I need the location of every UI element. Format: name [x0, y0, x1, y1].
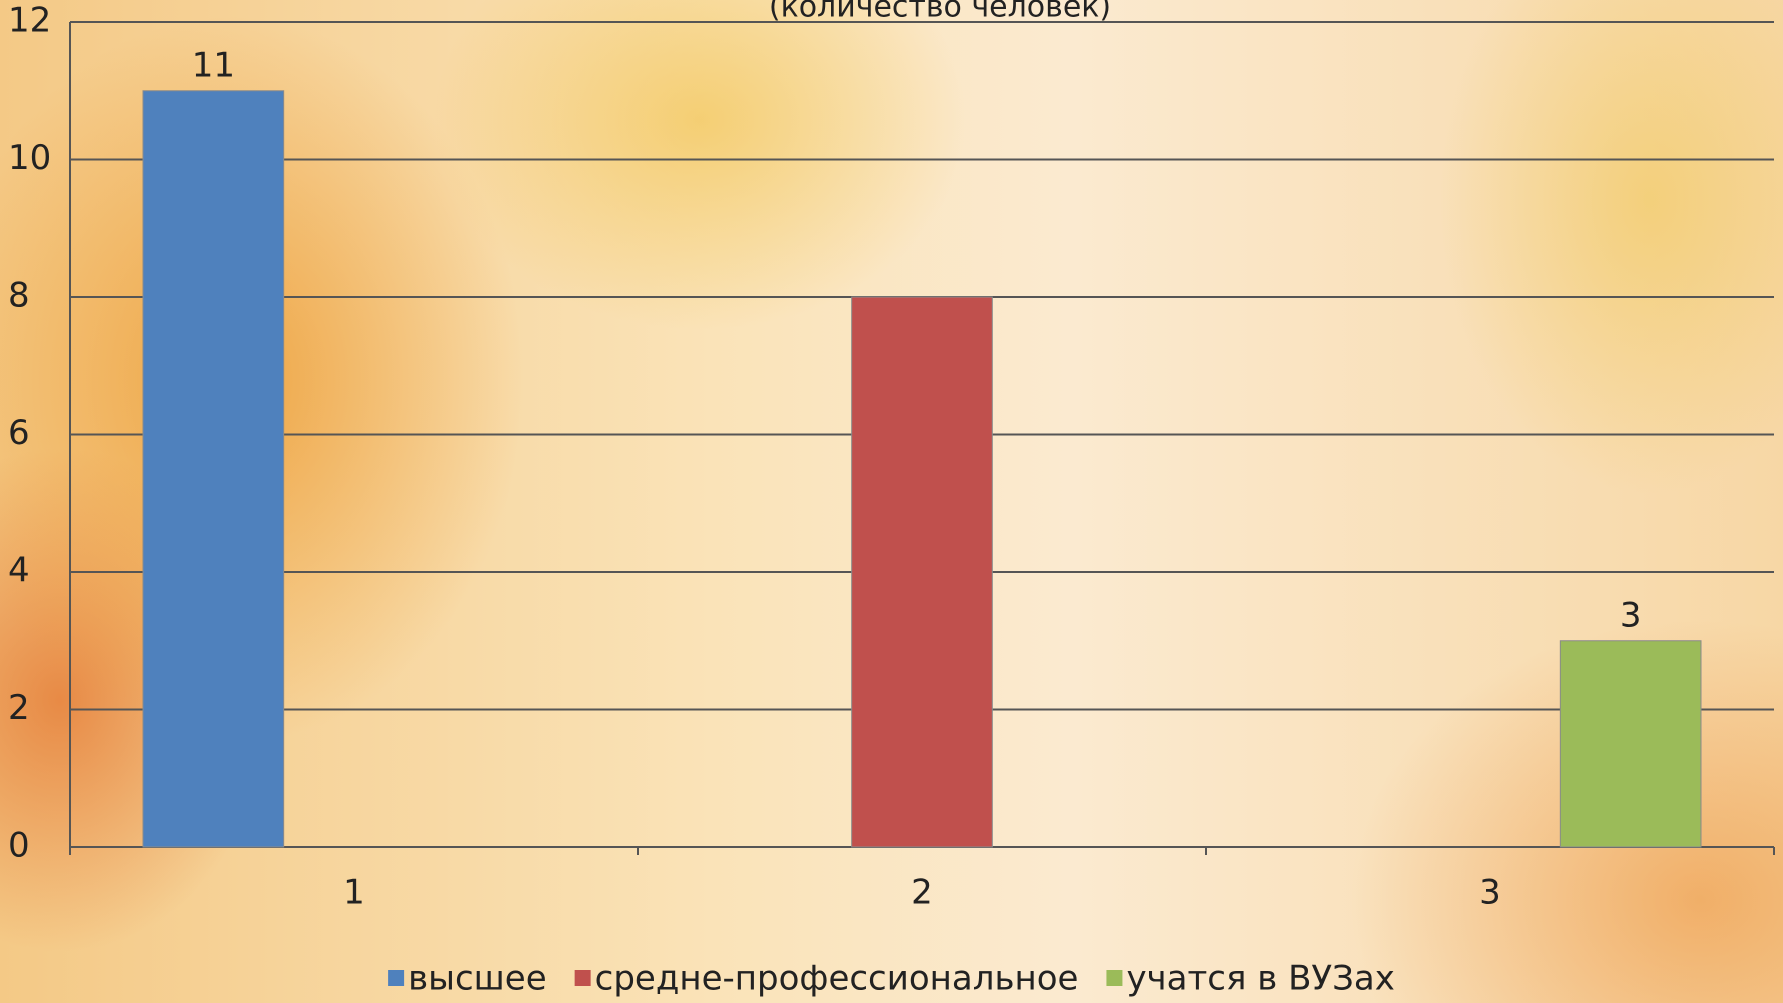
y-tick-label: 0	[8, 826, 30, 866]
data-label: 3	[1620, 595, 1642, 635]
x-tick-label: 1	[343, 873, 365, 913]
legend-label: средне-профессиональное	[595, 959, 1079, 999]
chart-subtitle: (количество человек)	[769, 0, 1111, 25]
legend-swatch	[575, 970, 591, 986]
legend-label: высшее	[408, 959, 547, 999]
y-tick-label: 4	[8, 551, 30, 591]
bar	[1560, 641, 1701, 847]
x-tick-label: 3	[1479, 873, 1501, 913]
page: {"chart_data": {"type": "bar", "subtitle…	[0, 0, 1783, 1003]
y-tick-label: 12	[8, 1, 51, 41]
bar	[143, 91, 284, 847]
y-tick-label: 10	[8, 138, 51, 178]
y-tick-label: 6	[8, 413, 30, 453]
legend-swatch	[1106, 970, 1122, 986]
legend-label: учатся в ВУЗах	[1126, 959, 1394, 999]
data-label: 11	[192, 45, 235, 85]
chart: (количество человек) 024681012123113высш…	[0, 0, 1783, 1003]
bar	[852, 297, 993, 847]
y-tick-label: 2	[8, 688, 30, 728]
y-tick-label: 8	[8, 276, 30, 316]
x-tick-label: 2	[911, 873, 933, 913]
legend-swatch	[388, 970, 404, 986]
